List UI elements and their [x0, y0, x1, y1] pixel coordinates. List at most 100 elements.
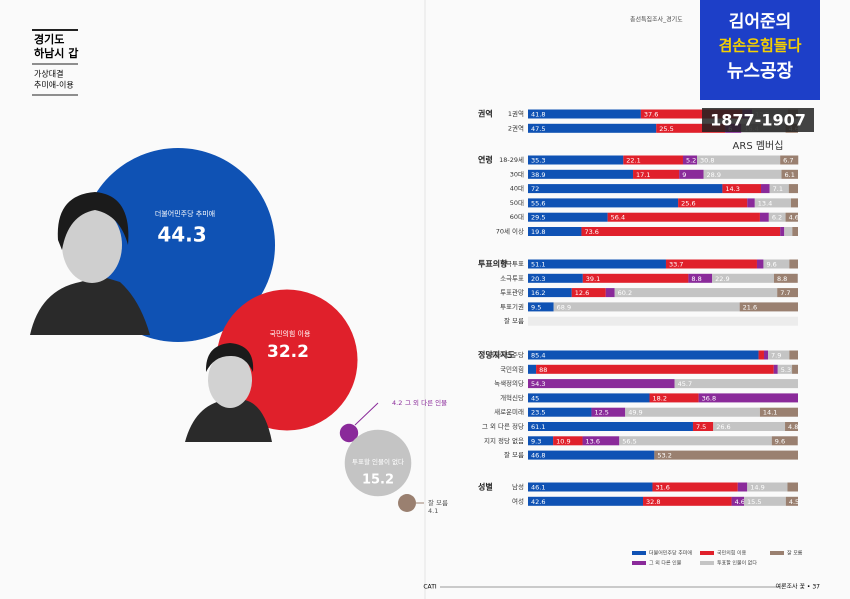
bar-segment: [528, 450, 655, 460]
value-label: 30.8: [700, 157, 714, 165]
value-label: 13.4: [758, 199, 772, 207]
bar-segment: [528, 302, 554, 312]
bar-track: [528, 316, 798, 326]
row-label: 40대: [510, 185, 524, 193]
value-label: 6.1: [785, 171, 795, 179]
bubble: [398, 494, 416, 512]
bar-segment: [692, 422, 714, 431]
bar-segment: [679, 169, 704, 179]
bar-segment: [785, 212, 798, 222]
value-label: 60.2: [618, 289, 632, 297]
bar-segment: [582, 436, 620, 446]
value-label: 22.9: [715, 275, 729, 283]
bar-segment: [619, 436, 772, 446]
bar-segment: [528, 288, 572, 298]
bar-segment: [528, 407, 592, 417]
value-label: 28.9: [707, 171, 721, 179]
value-label: 56.5: [622, 437, 636, 445]
legend-label: 그 외 다른 인물: [649, 560, 682, 567]
bar-segment: [649, 393, 699, 403]
row-label: 소극투표: [500, 274, 524, 282]
value-label: 25.5: [659, 125, 673, 133]
value-label: 47.5: [531, 125, 545, 133]
bar-segment: [528, 155, 624, 165]
bar-segment: [785, 496, 798, 506]
value-label: 68.9: [557, 303, 571, 311]
bar-segment: [792, 227, 798, 236]
bar-segment: [754, 198, 791, 208]
value-label: 41.8: [531, 111, 545, 119]
bar-chart: 권역1권역41.837.613.22권역47.525.5616.44.6연령18…: [478, 109, 799, 506]
row-label: 2권역: [508, 123, 524, 132]
value-label: 45: [531, 394, 539, 402]
row-label: 잘 모름: [504, 317, 524, 325]
legend-swatch: [632, 551, 646, 555]
bar-segment: [528, 227, 582, 236]
bubble-label: 투표할 인물이 없다: [352, 457, 404, 466]
bar-segment: [722, 184, 762, 194]
bar-segment: [790, 198, 798, 208]
value-label: 26.6: [716, 423, 730, 431]
bubble-value: 44.3: [157, 223, 206, 247]
legend-swatch: [700, 561, 714, 565]
legend-swatch: [770, 551, 784, 555]
legend-label: 잘 모름: [787, 550, 803, 557]
overlay: 김어준의 겸손은힘들다 뉴스공장 1877-1907 ARS 멤버십: [700, 0, 820, 152]
bar-segment: [536, 364, 774, 374]
bar-segment: [528, 273, 583, 283]
bar-segment: [744, 496, 786, 506]
value-label: 21.6: [743, 303, 757, 311]
bar-segment: [528, 496, 644, 506]
value-label: 9.6: [766, 261, 776, 269]
row-label: 잘 모름: [504, 451, 524, 459]
bubble: [344, 429, 412, 497]
value-label: 6.2: [772, 214, 782, 222]
value-label: 31.6: [655, 484, 669, 492]
bubble-value: 4.2: [392, 399, 402, 407]
bar-segment: [780, 227, 785, 236]
bar-segment: [759, 407, 798, 417]
legend-swatch: [700, 551, 714, 555]
overlay-note: ARS 멤버십: [733, 140, 784, 152]
bar-segment: [756, 259, 764, 269]
value-label: 8.8: [691, 275, 701, 283]
bar-segment: [623, 155, 683, 165]
group-label: 연령: [478, 155, 493, 165]
value-label: 7.7: [780, 289, 790, 297]
bar-segment: [688, 273, 713, 283]
value-label: 32.8: [646, 498, 660, 506]
footer: 여론조사 꽃 • 37: [776, 583, 821, 591]
bar-segment: [633, 169, 680, 179]
legend-label: 국민의힘 이용: [717, 550, 747, 557]
bar-segment: [713, 422, 786, 431]
value-label: 7.9: [771, 352, 781, 360]
bar-segment: [625, 407, 760, 417]
group-label: 권역: [478, 109, 493, 119]
value-label: 46.1: [531, 484, 545, 492]
bubble: [339, 423, 359, 443]
legend-label: 더불어민주당 추미애: [649, 550, 692, 557]
bubble-chart: 더불어민주당 추미애 44.3 국민의힘 이용 32.2 4.2 그 외 다른 인물투표할…: [80, 147, 448, 515]
row-label: 지지 정당 없음: [484, 436, 524, 445]
value-label: 9.5: [531, 303, 541, 311]
bar-segment: [780, 155, 799, 165]
row-label: 투표관망: [500, 288, 524, 297]
bar-segment: [528, 109, 641, 119]
subtitle: 추미애-이용: [34, 80, 74, 90]
bar-segment: [528, 350, 759, 360]
overlay-text: 뉴스공장: [727, 61, 794, 82]
bar-segment: [739, 302, 798, 312]
value-label: 20.3: [531, 275, 545, 283]
bar-segment: [787, 482, 798, 492]
bar-segment: [528, 482, 653, 492]
row-label: 여성: [512, 496, 524, 505]
bar-segment: [785, 422, 798, 431]
value-label: 53.2: [657, 452, 671, 460]
value-label: 88: [539, 366, 547, 374]
bar-segment: [777, 364, 793, 374]
bar-segment: [528, 212, 608, 222]
bubble-label: 더불어민주당 추미애: [155, 209, 215, 218]
photo: [30, 192, 272, 442]
value-label: 85.4: [531, 352, 545, 360]
